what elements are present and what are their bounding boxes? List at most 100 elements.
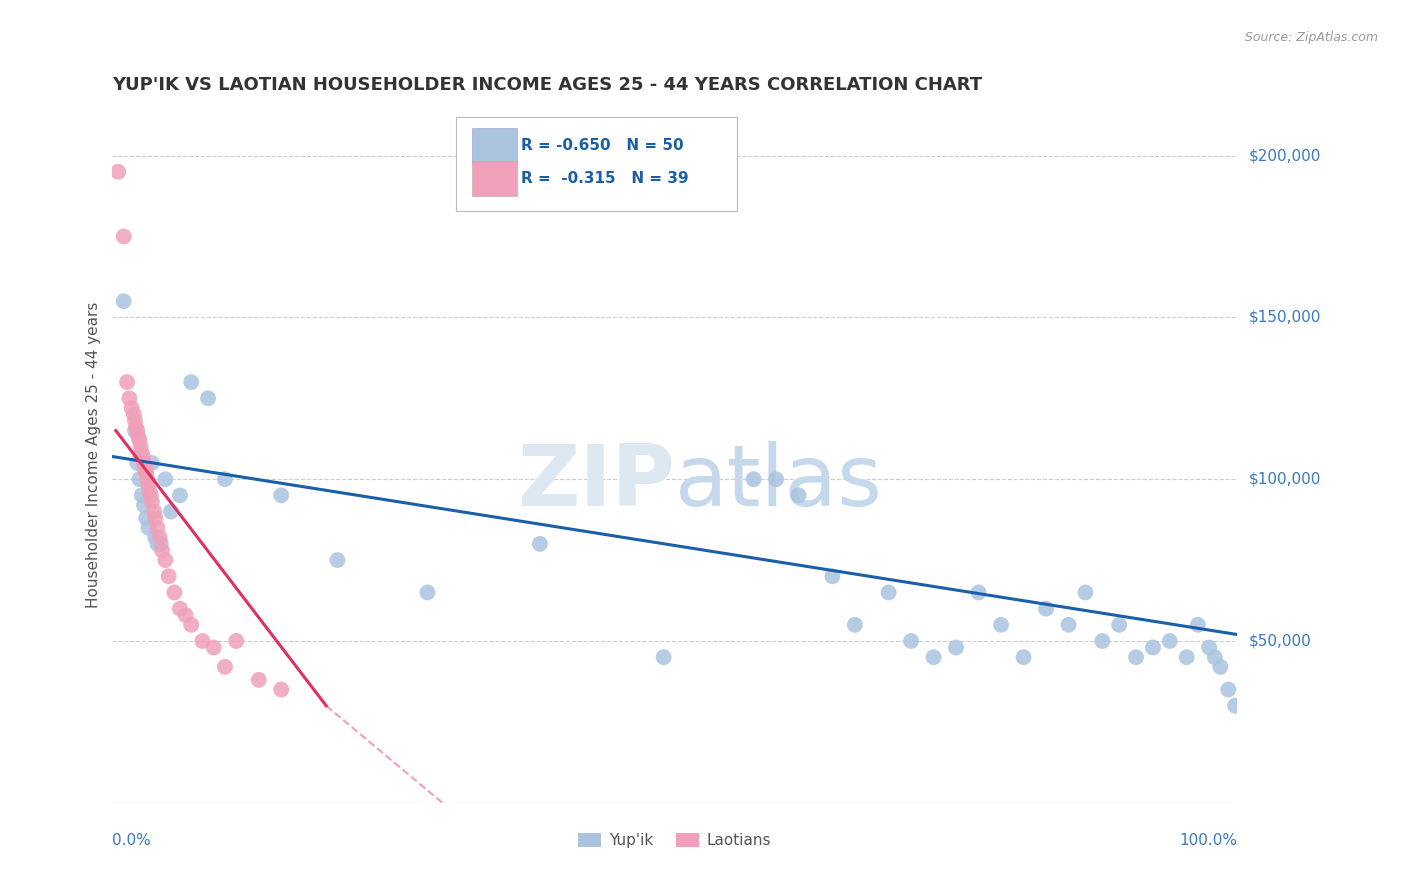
Point (138, 521, 160, 535)
Point (922, 650, 945, 665)
Point (135, 466, 157, 480)
Point (1175, 650, 1198, 665)
Point (122, 408, 145, 422)
Text: atlas: atlas (675, 442, 883, 524)
Point (214, 472, 236, 486)
Text: 0.0%: 0.0% (112, 833, 152, 848)
Point (149, 537, 172, 551)
Point (1108, 617, 1130, 632)
Point (143, 504, 166, 518)
Point (1091, 634, 1114, 648)
Point (945, 640, 967, 655)
Point (155, 472, 177, 486)
Point (1209, 660, 1232, 674)
Point (135, 511, 157, 525)
Point (225, 634, 247, 648)
Point (127, 456, 149, 470)
Point (877, 585, 900, 599)
Point (128, 472, 150, 486)
Point (160, 504, 183, 518)
Point (1198, 640, 1220, 655)
Point (1035, 601, 1057, 615)
Point (112, 229, 135, 244)
Point (967, 585, 990, 599)
Point (765, 472, 787, 486)
Point (143, 531, 166, 545)
Point (180, 617, 202, 632)
Point (118, 392, 141, 406)
Point (169, 601, 191, 615)
Point (155, 553, 177, 567)
Text: $150,000: $150,000 (1249, 310, 1320, 325)
Point (529, 537, 551, 551)
Point (157, 569, 180, 583)
Point (197, 392, 219, 406)
Point (787, 488, 810, 502)
Point (141, 456, 163, 470)
FancyBboxPatch shape (472, 161, 517, 196)
Point (169, 488, 191, 502)
Point (1223, 698, 1246, 713)
Point (1204, 650, 1226, 665)
Point (136, 472, 159, 486)
Point (821, 569, 844, 583)
Text: YUP'IK VS LAOTIAN HOUSEHOLDER INCOME AGES 25 - 44 YEARS CORRELATION CHART: YUP'IK VS LAOTIAN HOUSEHOLDER INCOME AGE… (112, 77, 983, 95)
Point (1142, 640, 1164, 655)
Point (270, 488, 292, 502)
Point (143, 511, 166, 525)
Text: $200,000: $200,000 (1249, 148, 1320, 163)
Point (1218, 682, 1240, 697)
FancyBboxPatch shape (472, 128, 517, 162)
Point (121, 401, 143, 415)
Point (138, 485, 160, 500)
Point (326, 553, 349, 567)
Point (115, 375, 138, 389)
Text: Source: ZipAtlas.com: Source: ZipAtlas.com (1244, 31, 1378, 45)
Point (124, 414, 146, 428)
Point (1125, 650, 1147, 665)
Point (150, 543, 173, 558)
Text: R = -0.650   N = 50: R = -0.650 N = 50 (520, 137, 683, 153)
Point (112, 294, 135, 309)
Point (174, 608, 197, 623)
Point (132, 450, 155, 464)
Point (128, 434, 150, 448)
Text: ZIP: ZIP (517, 442, 675, 524)
Point (134, 462, 156, 476)
Point (1159, 634, 1181, 648)
Point (146, 537, 169, 551)
Point (202, 640, 225, 655)
Point (652, 650, 675, 665)
FancyBboxPatch shape (456, 118, 737, 211)
Point (127, 424, 149, 438)
Point (1012, 650, 1035, 665)
Point (990, 617, 1012, 632)
Text: R =  -0.315   N = 39: R = -0.315 N = 39 (520, 171, 689, 186)
Point (214, 660, 236, 674)
Point (127, 430, 149, 444)
Point (416, 585, 439, 599)
Point (146, 521, 169, 535)
Point (844, 617, 866, 632)
Point (124, 424, 146, 438)
Point (742, 472, 765, 486)
Text: 100.0%: 100.0% (1180, 833, 1237, 848)
Point (191, 634, 214, 648)
Y-axis label: Householder Income Ages 25 - 44 years: Householder Income Ages 25 - 44 years (86, 301, 101, 608)
Point (163, 585, 186, 599)
Point (138, 478, 160, 492)
Point (1057, 617, 1080, 632)
Point (1187, 617, 1209, 632)
Point (129, 440, 152, 454)
Point (900, 634, 922, 648)
Point (131, 488, 153, 502)
Text: $100,000: $100,000 (1249, 472, 1320, 487)
Point (247, 673, 270, 687)
Point (141, 495, 163, 509)
Point (139, 488, 162, 502)
Point (132, 456, 155, 470)
Point (125, 420, 148, 434)
Point (270, 682, 292, 697)
Point (149, 531, 172, 545)
Point (180, 375, 202, 389)
